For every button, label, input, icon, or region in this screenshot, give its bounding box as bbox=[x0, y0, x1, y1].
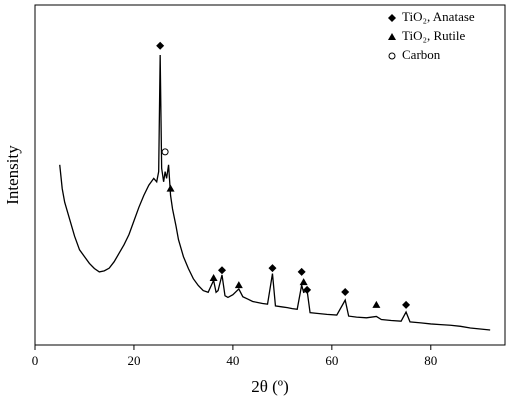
rutile-marker bbox=[299, 278, 308, 286]
rutile-marker bbox=[166, 184, 175, 192]
x-tick-label: 80 bbox=[424, 353, 437, 368]
legend-label: TiO₂, Anatase bbox=[402, 9, 475, 24]
rutile-marker bbox=[234, 281, 243, 289]
anatase-marker bbox=[156, 41, 165, 50]
legend-label: TiO₂, Rutile bbox=[402, 28, 466, 43]
anatase-marker bbox=[303, 285, 312, 294]
anatase-marker bbox=[218, 266, 227, 275]
anatase-marker bbox=[341, 287, 350, 296]
xrd-line bbox=[59, 54, 491, 331]
legend-label: Carbon bbox=[402, 47, 441, 62]
carbon-marker bbox=[388, 52, 396, 60]
x-axis-label: 2θ (º) bbox=[251, 377, 289, 396]
anatase-marker bbox=[388, 14, 396, 22]
y-axis-label: Intensity bbox=[3, 145, 22, 205]
rutile-marker bbox=[388, 33, 396, 40]
x-tick-label: 0 bbox=[32, 353, 39, 368]
x-tick-label: 60 bbox=[325, 353, 338, 368]
carbon-marker bbox=[161, 148, 169, 156]
anatase-marker bbox=[297, 267, 306, 276]
anatase-marker bbox=[402, 300, 411, 309]
rutile-marker bbox=[209, 274, 218, 282]
rutile-marker bbox=[372, 300, 381, 308]
x-tick-label: 20 bbox=[127, 353, 140, 368]
plot-frame bbox=[34, 4, 506, 346]
x-tick-label: 40 bbox=[226, 353, 239, 368]
anatase-marker bbox=[268, 264, 277, 273]
